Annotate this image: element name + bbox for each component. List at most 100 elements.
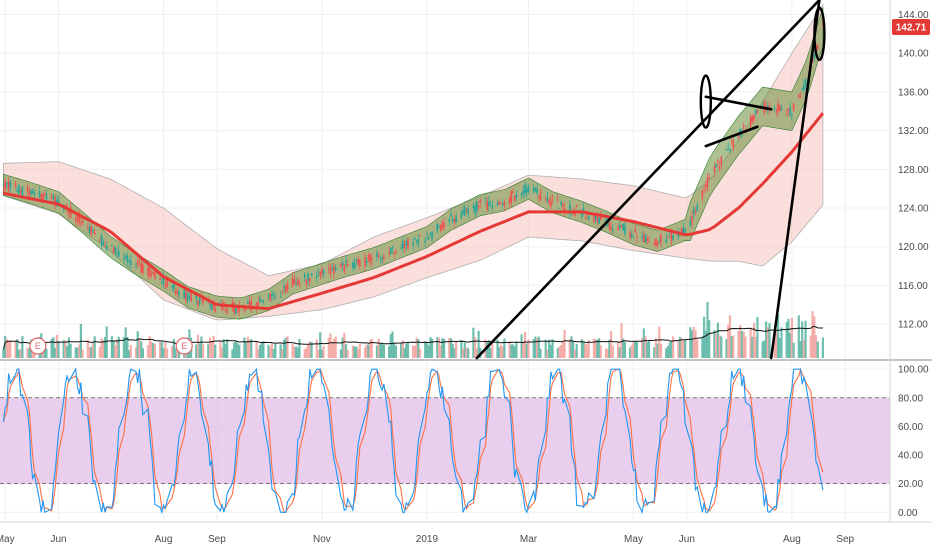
candle-body — [69, 206, 72, 219]
volume-bar — [122, 337, 125, 358]
candle-body — [773, 107, 776, 109]
candle-body — [297, 280, 299, 285]
candle-body — [732, 140, 735, 149]
time-tick-label: May — [624, 534, 643, 545]
candle-body — [510, 191, 513, 203]
volume-bar — [787, 318, 790, 358]
candle-body — [551, 199, 554, 201]
volume-bar — [214, 344, 217, 358]
candle-body — [708, 177, 710, 179]
candle-body — [149, 267, 151, 277]
time-axis[interactable]: May Jun Aug Sep Nov 2019 Mar May Jun Aug Sep — [0, 534, 855, 545]
volume-bar — [274, 342, 277, 358]
candle-body — [672, 235, 674, 240]
bollinger-bands-outer — [3, 3, 824, 321]
volume-bar — [257, 349, 260, 358]
candle-body — [705, 184, 707, 188]
volume-bar — [136, 331, 139, 358]
volume-bar — [647, 340, 651, 358]
candle-body — [548, 200, 550, 204]
volume-bar — [401, 340, 404, 358]
volume-bar — [689, 327, 692, 358]
candle-body — [751, 116, 754, 122]
candle-body — [646, 238, 649, 241]
candle-body — [450, 214, 452, 217]
candle-body — [90, 226, 92, 235]
candle-body — [703, 188, 705, 190]
candle-body — [42, 193, 44, 201]
volume-bar — [81, 349, 84, 358]
volume-bar — [713, 330, 716, 358]
price-tick-label: 144.00 — [898, 10, 929, 21]
candle-body — [451, 218, 454, 221]
stochastic-axis[interactable]: 0.00 20.00 40.00 60.00 80.00 100.00 — [898, 365, 929, 519]
volume-bar — [343, 332, 346, 358]
candle-body — [126, 256, 129, 262]
candle-body — [684, 229, 686, 236]
volume-bar — [730, 336, 733, 358]
volume-bar — [749, 329, 752, 358]
candle-body — [393, 252, 395, 255]
volume-bar — [462, 348, 465, 358]
volume-bar — [491, 343, 494, 358]
volume-bar — [814, 335, 818, 358]
volume-bar — [737, 331, 740, 358]
candle-body — [38, 191, 41, 198]
volume-bar — [334, 336, 337, 358]
candle-body — [224, 309, 227, 311]
candle-body — [235, 308, 237, 314]
time-tick-label: Aug — [783, 534, 801, 545]
volume-bar — [799, 341, 802, 358]
price-tick-label: 116.00 — [898, 281, 928, 292]
candle-body — [544, 198, 547, 200]
volume-bar — [146, 345, 150, 358]
volume-bar — [790, 317, 793, 358]
candle-body — [636, 237, 638, 238]
volume-bar — [57, 340, 60, 358]
volume-bar — [467, 348, 470, 358]
candle-body — [448, 219, 451, 222]
price-axis[interactable]: 112.00 116.00 120.00 124.00 128.00 132.00 136.… — [898, 10, 929, 331]
volume-bar — [623, 342, 626, 358]
volume-bar — [742, 331, 745, 358]
candle-body — [136, 261, 139, 265]
candle-body — [138, 263, 141, 265]
volume-bar — [563, 329, 566, 358]
candle-body — [496, 202, 499, 205]
candle-body — [381, 257, 383, 260]
candle-body — [221, 303, 223, 311]
volume-bar — [250, 339, 253, 358]
volume-bar — [153, 344, 156, 358]
candle-body — [536, 188, 538, 194]
candle-body — [195, 295, 197, 299]
candle-body — [813, 54, 816, 59]
volume-bar — [544, 339, 547, 358]
candle-body — [608, 223, 611, 229]
volume-bar — [7, 341, 10, 358]
candle-body — [569, 204, 571, 214]
candle-body — [424, 240, 426, 243]
candle-body — [359, 259, 361, 267]
volume-bar — [172, 339, 175, 358]
candle-body — [164, 284, 167, 286]
volume-bar — [200, 336, 203, 358]
candle-body — [202, 297, 204, 304]
volume-bar — [112, 340, 115, 358]
candle-body — [550, 200, 552, 207]
volume-bar — [148, 336, 151, 358]
candle-body — [453, 219, 456, 223]
volume-moving-average-line — [2, 325, 823, 350]
volume-bar — [740, 330, 744, 358]
volume-bar — [510, 344, 513, 358]
volume-bar — [789, 333, 792, 358]
candle-body — [198, 297, 201, 304]
volume-bar — [286, 336, 289, 358]
volume-bar — [331, 342, 334, 358]
candle-body — [391, 247, 394, 249]
volume-bar — [644, 336, 647, 358]
earnings-label: E — [181, 341, 187, 351]
volume-bar — [102, 340, 105, 358]
candle-body — [665, 238, 667, 243]
volume-bar — [14, 341, 17, 358]
candle-body — [92, 230, 94, 231]
